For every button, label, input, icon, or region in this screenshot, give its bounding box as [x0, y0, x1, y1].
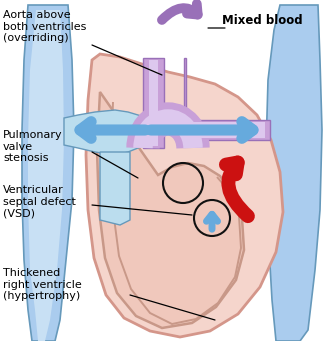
Text: Mixed blood: Mixed blood [222, 14, 303, 27]
Polygon shape [100, 152, 130, 225]
Polygon shape [97, 92, 244, 328]
Polygon shape [22, 5, 74, 341]
Polygon shape [86, 54, 283, 337]
FancyArrowPatch shape [226, 163, 248, 216]
Polygon shape [149, 60, 158, 146]
Polygon shape [64, 110, 148, 155]
Polygon shape [191, 60, 265, 138]
Polygon shape [266, 5, 322, 341]
FancyArrowPatch shape [162, 4, 198, 20]
FancyArrowPatch shape [206, 214, 217, 229]
FancyArrowPatch shape [151, 122, 253, 138]
Text: Pulmonary
valve
stenosis: Pulmonary valve stenosis [3, 130, 63, 163]
Text: Aorta above
both ventricles
(overriding): Aorta above both ventricles (overriding) [3, 10, 86, 43]
Polygon shape [28, 10, 64, 341]
Polygon shape [184, 58, 270, 140]
Polygon shape [143, 58, 164, 148]
Text: Thickened
right ventricle
(hypertrophy): Thickened right ventricle (hypertrophy) [3, 268, 82, 301]
FancyArrowPatch shape [80, 122, 145, 138]
Text: Ventricular
septal defect
(VSD): Ventricular septal defect (VSD) [3, 185, 76, 218]
